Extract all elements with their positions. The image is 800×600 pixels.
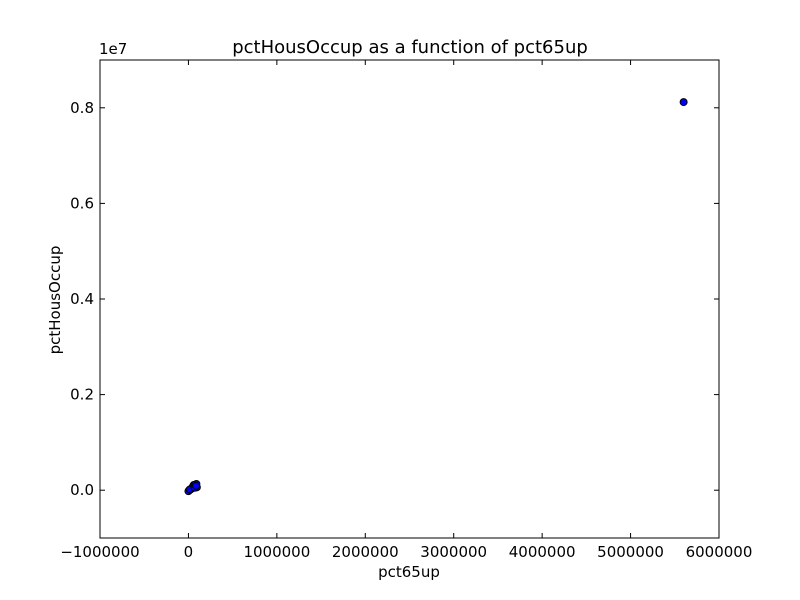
data-point — [191, 481, 200, 490]
x-tick-label: 1000000 — [243, 543, 310, 561]
x-tick-label: 4000000 — [509, 543, 576, 561]
x-tick-label: 5000000 — [597, 543, 664, 561]
ticks-layer: −1000000 0 1000000 2000000 3000000 4000000 500… — [60, 60, 752, 561]
data-point — [679, 98, 688, 107]
chart-title: pctHousOccup as a function of pct65up — [232, 37, 588, 58]
x-tick-label: 6000000 — [686, 543, 753, 561]
x-tick-label: 0 — [184, 543, 194, 561]
x-tick-label: −1000000 — [60, 543, 139, 561]
y-offset-label: 1e7 — [99, 40, 127, 58]
y-tick-label: 0.4 — [70, 290, 94, 308]
points-layer — [184, 98, 688, 496]
x-axis-label: pct65up — [378, 563, 440, 581]
plot-frame — [99, 59, 720, 539]
y-tick-label: 0.2 — [70, 386, 94, 404]
y-tick-label: 0.0 — [70, 481, 94, 499]
y-axis-label: pctHousOccup — [46, 246, 64, 355]
x-tick-label: 2000000 — [332, 543, 399, 561]
y-tick-label: 0.6 — [70, 194, 94, 212]
x-tick-label: 3000000 — [420, 543, 487, 561]
y-tick-label: 0.8 — [70, 99, 94, 117]
